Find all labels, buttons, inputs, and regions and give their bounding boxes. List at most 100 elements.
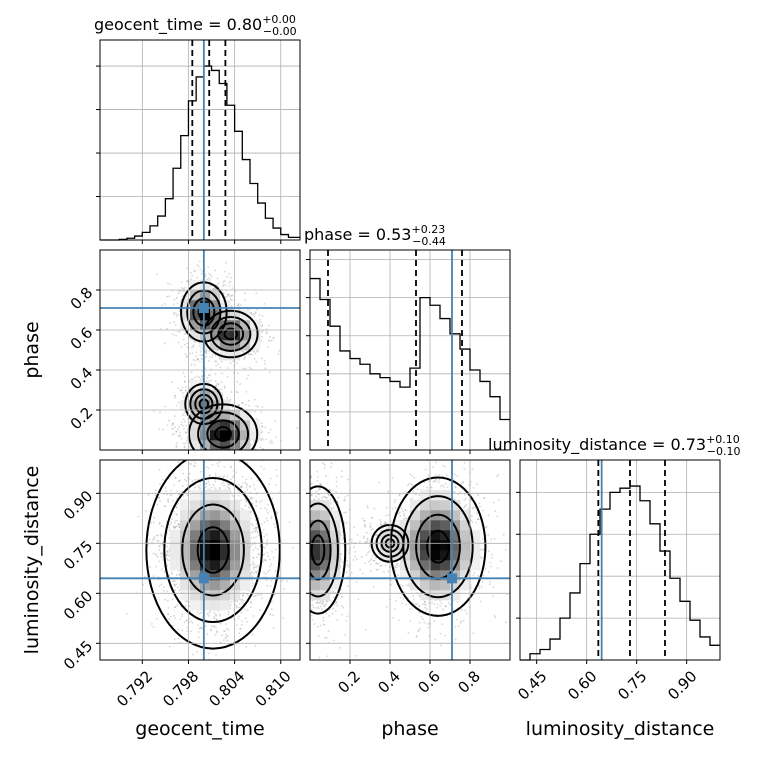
sample-point xyxy=(246,483,249,486)
sample-point xyxy=(173,433,175,435)
sample-point xyxy=(158,584,161,587)
sample-point xyxy=(256,529,258,532)
sample-point xyxy=(178,523,180,526)
sample-point xyxy=(268,569,271,571)
sample-point xyxy=(247,374,250,377)
sample-point xyxy=(175,430,178,433)
sample-point xyxy=(154,489,157,491)
sample-point xyxy=(241,620,243,622)
sample-point xyxy=(236,391,239,394)
sample-point xyxy=(275,483,277,486)
panel-content xyxy=(100,250,300,475)
sample-point xyxy=(174,334,177,337)
sample-point xyxy=(257,553,260,556)
sample-point xyxy=(220,469,222,471)
sample-point xyxy=(218,455,220,457)
sample-point xyxy=(179,389,182,392)
sample-point xyxy=(240,499,243,502)
sample-point xyxy=(226,482,229,485)
sample-point xyxy=(240,349,243,352)
sample-point xyxy=(224,296,227,299)
sample-point xyxy=(226,451,228,453)
sample-point xyxy=(214,269,216,272)
sample-point xyxy=(262,560,264,563)
sample-point xyxy=(175,513,178,516)
contour-line xyxy=(206,419,240,449)
sample-point xyxy=(252,615,255,617)
sample-point xyxy=(200,375,203,378)
sample-point xyxy=(260,597,263,600)
sample-point xyxy=(249,491,252,494)
sample-point xyxy=(194,486,196,489)
density-cell xyxy=(230,350,241,361)
sample-point xyxy=(255,572,258,574)
sample-point xyxy=(181,386,184,389)
sample-point xyxy=(226,293,229,296)
sample-point xyxy=(251,575,254,578)
sample-point xyxy=(217,472,219,474)
contour-line xyxy=(197,411,250,450)
sample-point xyxy=(222,452,224,454)
sample-point xyxy=(266,585,269,587)
sample-point xyxy=(161,304,163,307)
sample-point xyxy=(259,446,262,449)
sample-point xyxy=(215,385,218,388)
sample-point xyxy=(229,298,232,301)
sample-point xyxy=(153,516,156,519)
density-cell xyxy=(200,440,211,450)
sample-point xyxy=(185,295,188,298)
sample-point xyxy=(261,406,264,408)
sample-point xyxy=(256,308,259,311)
sample-point xyxy=(270,563,273,565)
panel-title: luminosity_distance = 0.73+0.10 −0.10 xyxy=(488,433,741,458)
title-value: phase = 0.53 xyxy=(304,225,411,244)
sample-point xyxy=(241,486,243,488)
sample-point xyxy=(267,555,269,558)
sample-point xyxy=(222,292,225,295)
sample-point xyxy=(207,374,210,377)
sample-point xyxy=(159,328,162,331)
sample-point xyxy=(149,566,151,569)
sample-point xyxy=(269,428,272,431)
sample-point xyxy=(171,454,173,456)
density-cell xyxy=(230,340,241,351)
density-cell xyxy=(230,310,241,321)
sample-point xyxy=(264,546,266,549)
sample-point xyxy=(254,311,257,313)
sample-point xyxy=(169,615,172,618)
sample-point xyxy=(232,372,235,374)
sample-point xyxy=(192,653,194,656)
sample-point xyxy=(244,451,246,453)
sample-point xyxy=(156,617,158,620)
density-cell xyxy=(190,320,201,331)
sample-point xyxy=(213,487,216,489)
sample-point xyxy=(198,631,200,633)
sample-point xyxy=(171,500,174,502)
sample-point xyxy=(173,638,176,641)
sample-point xyxy=(248,404,250,407)
sample-point xyxy=(264,362,266,365)
sample-point xyxy=(125,612,128,615)
sample-point xyxy=(270,439,273,442)
sample-point xyxy=(205,482,207,485)
title-value: luminosity_distance = 0.73 xyxy=(488,435,706,455)
sample-point xyxy=(222,481,225,484)
sample-point xyxy=(272,556,275,559)
sample-point xyxy=(272,336,275,339)
sample-point xyxy=(259,507,262,510)
density-cell xyxy=(190,440,201,450)
sample-point xyxy=(215,360,218,363)
sample-point xyxy=(155,554,158,557)
sample-point xyxy=(240,507,243,510)
sample-point xyxy=(203,451,205,453)
sample-point xyxy=(288,521,291,524)
sample-point xyxy=(243,473,245,475)
sample-point xyxy=(154,553,157,556)
sample-point xyxy=(263,458,265,460)
sample-point xyxy=(158,496,161,499)
sample-point xyxy=(167,282,169,285)
sample-point xyxy=(250,523,253,525)
sample-point xyxy=(213,625,216,628)
sample-point xyxy=(196,453,198,455)
sample-point xyxy=(173,415,176,418)
